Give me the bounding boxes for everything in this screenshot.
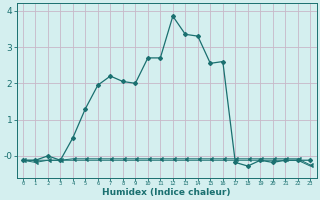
X-axis label: Humidex (Indice chaleur): Humidex (Indice chaleur) [102,188,231,197]
